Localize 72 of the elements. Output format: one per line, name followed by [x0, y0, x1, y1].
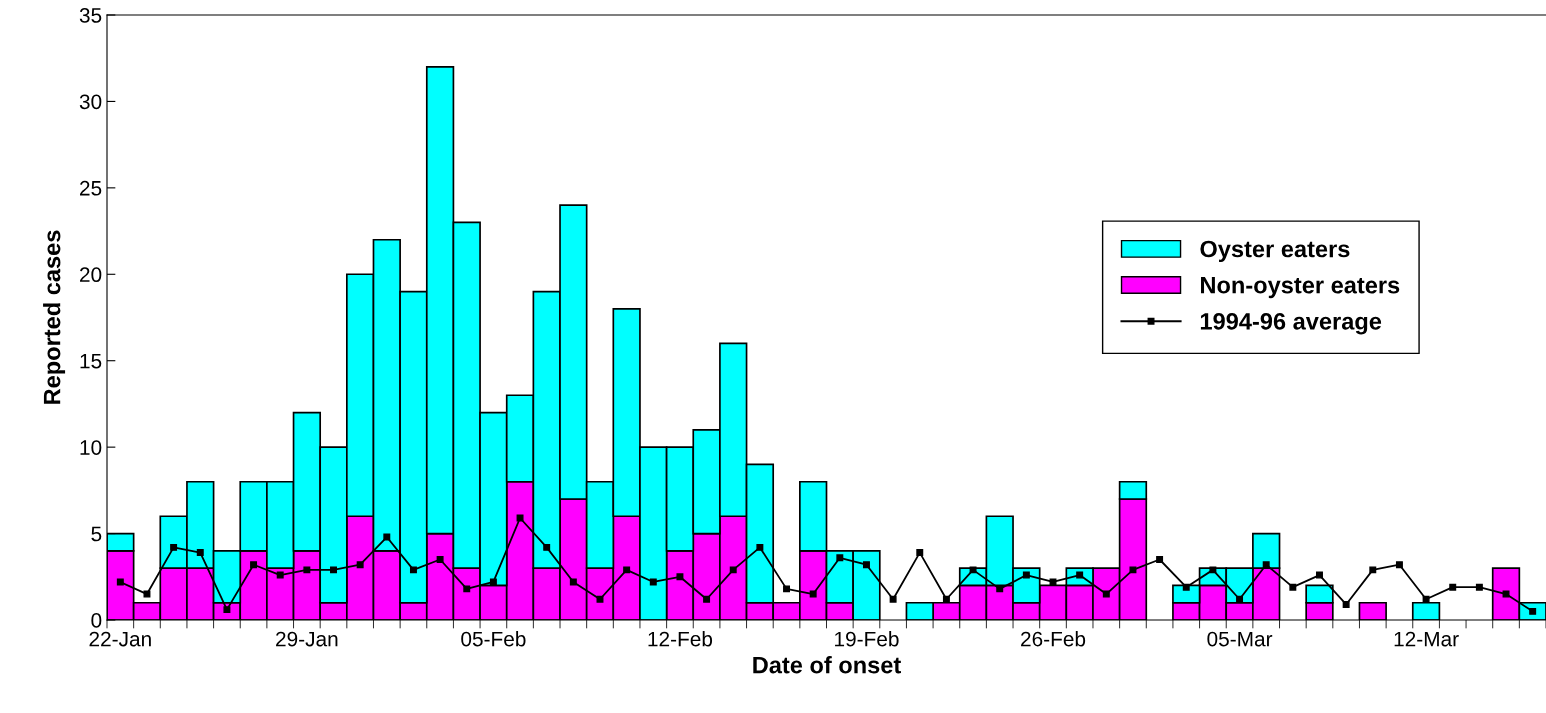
point [996, 585, 1004, 593]
point [303, 566, 311, 574]
x-tick-label: 12-Mar [1394, 631, 1459, 647]
point [1209, 566, 1217, 574]
point [1022, 571, 1030, 579]
y-axis-title: Reported cases [43, 230, 66, 404]
y-tick-label: 15 [80, 353, 102, 369]
point [463, 585, 471, 593]
point [1449, 583, 1457, 591]
point [1262, 561, 1270, 569]
point [196, 549, 204, 557]
point [889, 595, 897, 603]
y-tick-label: 25 [80, 180, 102, 196]
point [836, 554, 844, 562]
point [489, 578, 497, 586]
point [623, 566, 631, 574]
point [1475, 583, 1483, 591]
y-tick-label: 5 [91, 526, 102, 542]
point [1422, 595, 1430, 603]
point [276, 571, 284, 579]
point [543, 543, 551, 551]
point [809, 590, 817, 598]
point [356, 561, 364, 569]
y-tick-label: 20 [80, 267, 102, 283]
legend-label: 1994-96 average [1200, 312, 1382, 335]
point [756, 543, 764, 551]
x-tick-label: 26-Feb [1021, 631, 1086, 647]
point [116, 578, 124, 586]
point [569, 578, 577, 586]
point [1289, 583, 1297, 591]
y-tick-label: 35 [79, 8, 102, 23]
point [942, 595, 950, 603]
point [969, 566, 977, 574]
point [1236, 595, 1244, 603]
point [916, 549, 924, 557]
point [1395, 561, 1403, 569]
point [1156, 556, 1164, 563]
x-tick-label: 22-Jan [89, 631, 151, 647]
point [436, 556, 444, 563]
point [170, 543, 178, 551]
legend-label: Non-oyster eaters [1201, 277, 1400, 299]
x-axis-title: Date of onset [753, 656, 901, 674]
point [1342, 600, 1350, 608]
point [143, 590, 151, 598]
point [1316, 571, 1323, 579]
point [250, 561, 258, 569]
point [409, 566, 417, 574]
y-tick-label: 0 [91, 613, 102, 628]
y-tick-label: 30 [79, 94, 102, 110]
point [330, 566, 337, 574]
point [1182, 583, 1190, 591]
x-tick-label: 05-Feb [461, 631, 526, 647]
point [649, 578, 657, 586]
point [1502, 590, 1510, 598]
point [1049, 578, 1057, 586]
point [1102, 590, 1110, 598]
point [1369, 566, 1377, 574]
point [383, 533, 391, 541]
x-tick-label: 29-Jan [276, 631, 338, 647]
y-tick-label: 10 [80, 440, 102, 455]
point [729, 566, 737, 574]
point [783, 585, 791, 593]
point [596, 595, 604, 603]
point [676, 573, 684, 581]
point [1129, 566, 1137, 574]
point [516, 514, 524, 522]
x-tick-label: 12-Feb [648, 631, 713, 647]
point [862, 561, 870, 569]
point [703, 595, 711, 603]
x-tick-label: 19-Feb [835, 631, 899, 647]
x-tick-label: 05-Mar [1207, 631, 1273, 647]
legend-label: Oyster eaters [1200, 240, 1350, 263]
